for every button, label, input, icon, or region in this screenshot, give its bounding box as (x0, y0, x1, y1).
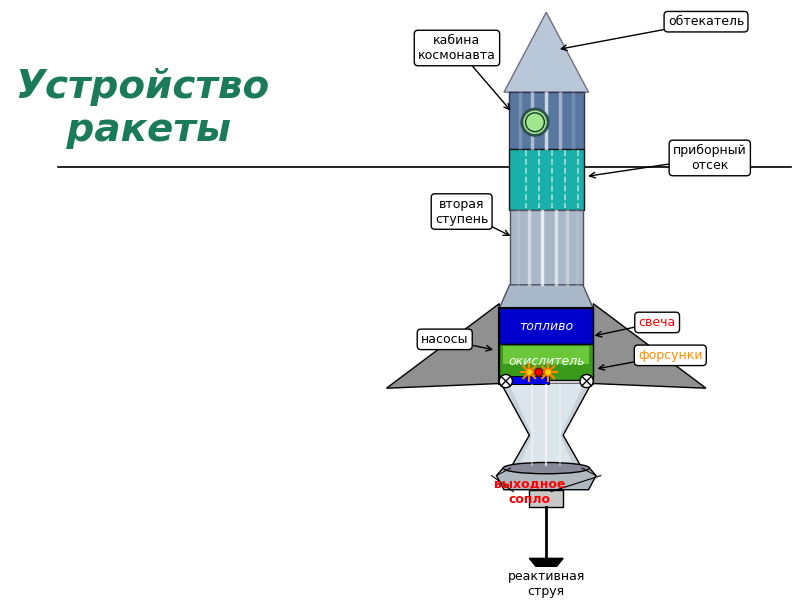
Polygon shape (504, 12, 589, 92)
Polygon shape (497, 468, 596, 490)
Text: реактивная
струя: реактивная струя (507, 569, 585, 598)
Circle shape (499, 374, 513, 388)
Polygon shape (386, 304, 499, 388)
Bar (509, 92, 584, 149)
Text: ракеты: ракеты (53, 111, 231, 149)
Polygon shape (499, 285, 594, 308)
Text: вторая
ступень: вторая ступень (435, 197, 488, 226)
Text: насосы: насосы (421, 333, 469, 346)
Text: Устройство: Устройство (15, 68, 270, 106)
Polygon shape (594, 304, 706, 388)
Bar (502, 380, 510, 383)
Circle shape (535, 368, 542, 376)
Bar (499, 308, 594, 383)
Text: свеча: свеча (638, 316, 676, 329)
Text: выходное
сопло: выходное сопло (494, 478, 565, 506)
Bar (509, 149, 584, 209)
Circle shape (544, 368, 552, 376)
Bar (583, 380, 590, 383)
Text: форсунки: форсунки (638, 349, 702, 362)
Bar (502, 376, 549, 383)
Polygon shape (509, 383, 584, 468)
Circle shape (526, 113, 544, 131)
Bar (503, 346, 590, 364)
Circle shape (522, 109, 548, 136)
Circle shape (526, 368, 533, 376)
Bar (530, 490, 563, 506)
Polygon shape (530, 559, 563, 579)
Text: топливо: топливо (519, 320, 574, 332)
Text: окислитель: окислитель (508, 355, 585, 368)
Ellipse shape (503, 463, 590, 474)
Text: приборный
отсек: приборный отсек (673, 144, 746, 172)
Text: обтекатель: обтекатель (668, 15, 744, 28)
Bar (510, 209, 583, 285)
Bar (499, 308, 594, 344)
Text: кабина
космонавта: кабина космонавта (418, 34, 496, 62)
Circle shape (580, 374, 594, 388)
Polygon shape (501, 383, 591, 468)
Bar (499, 344, 594, 380)
